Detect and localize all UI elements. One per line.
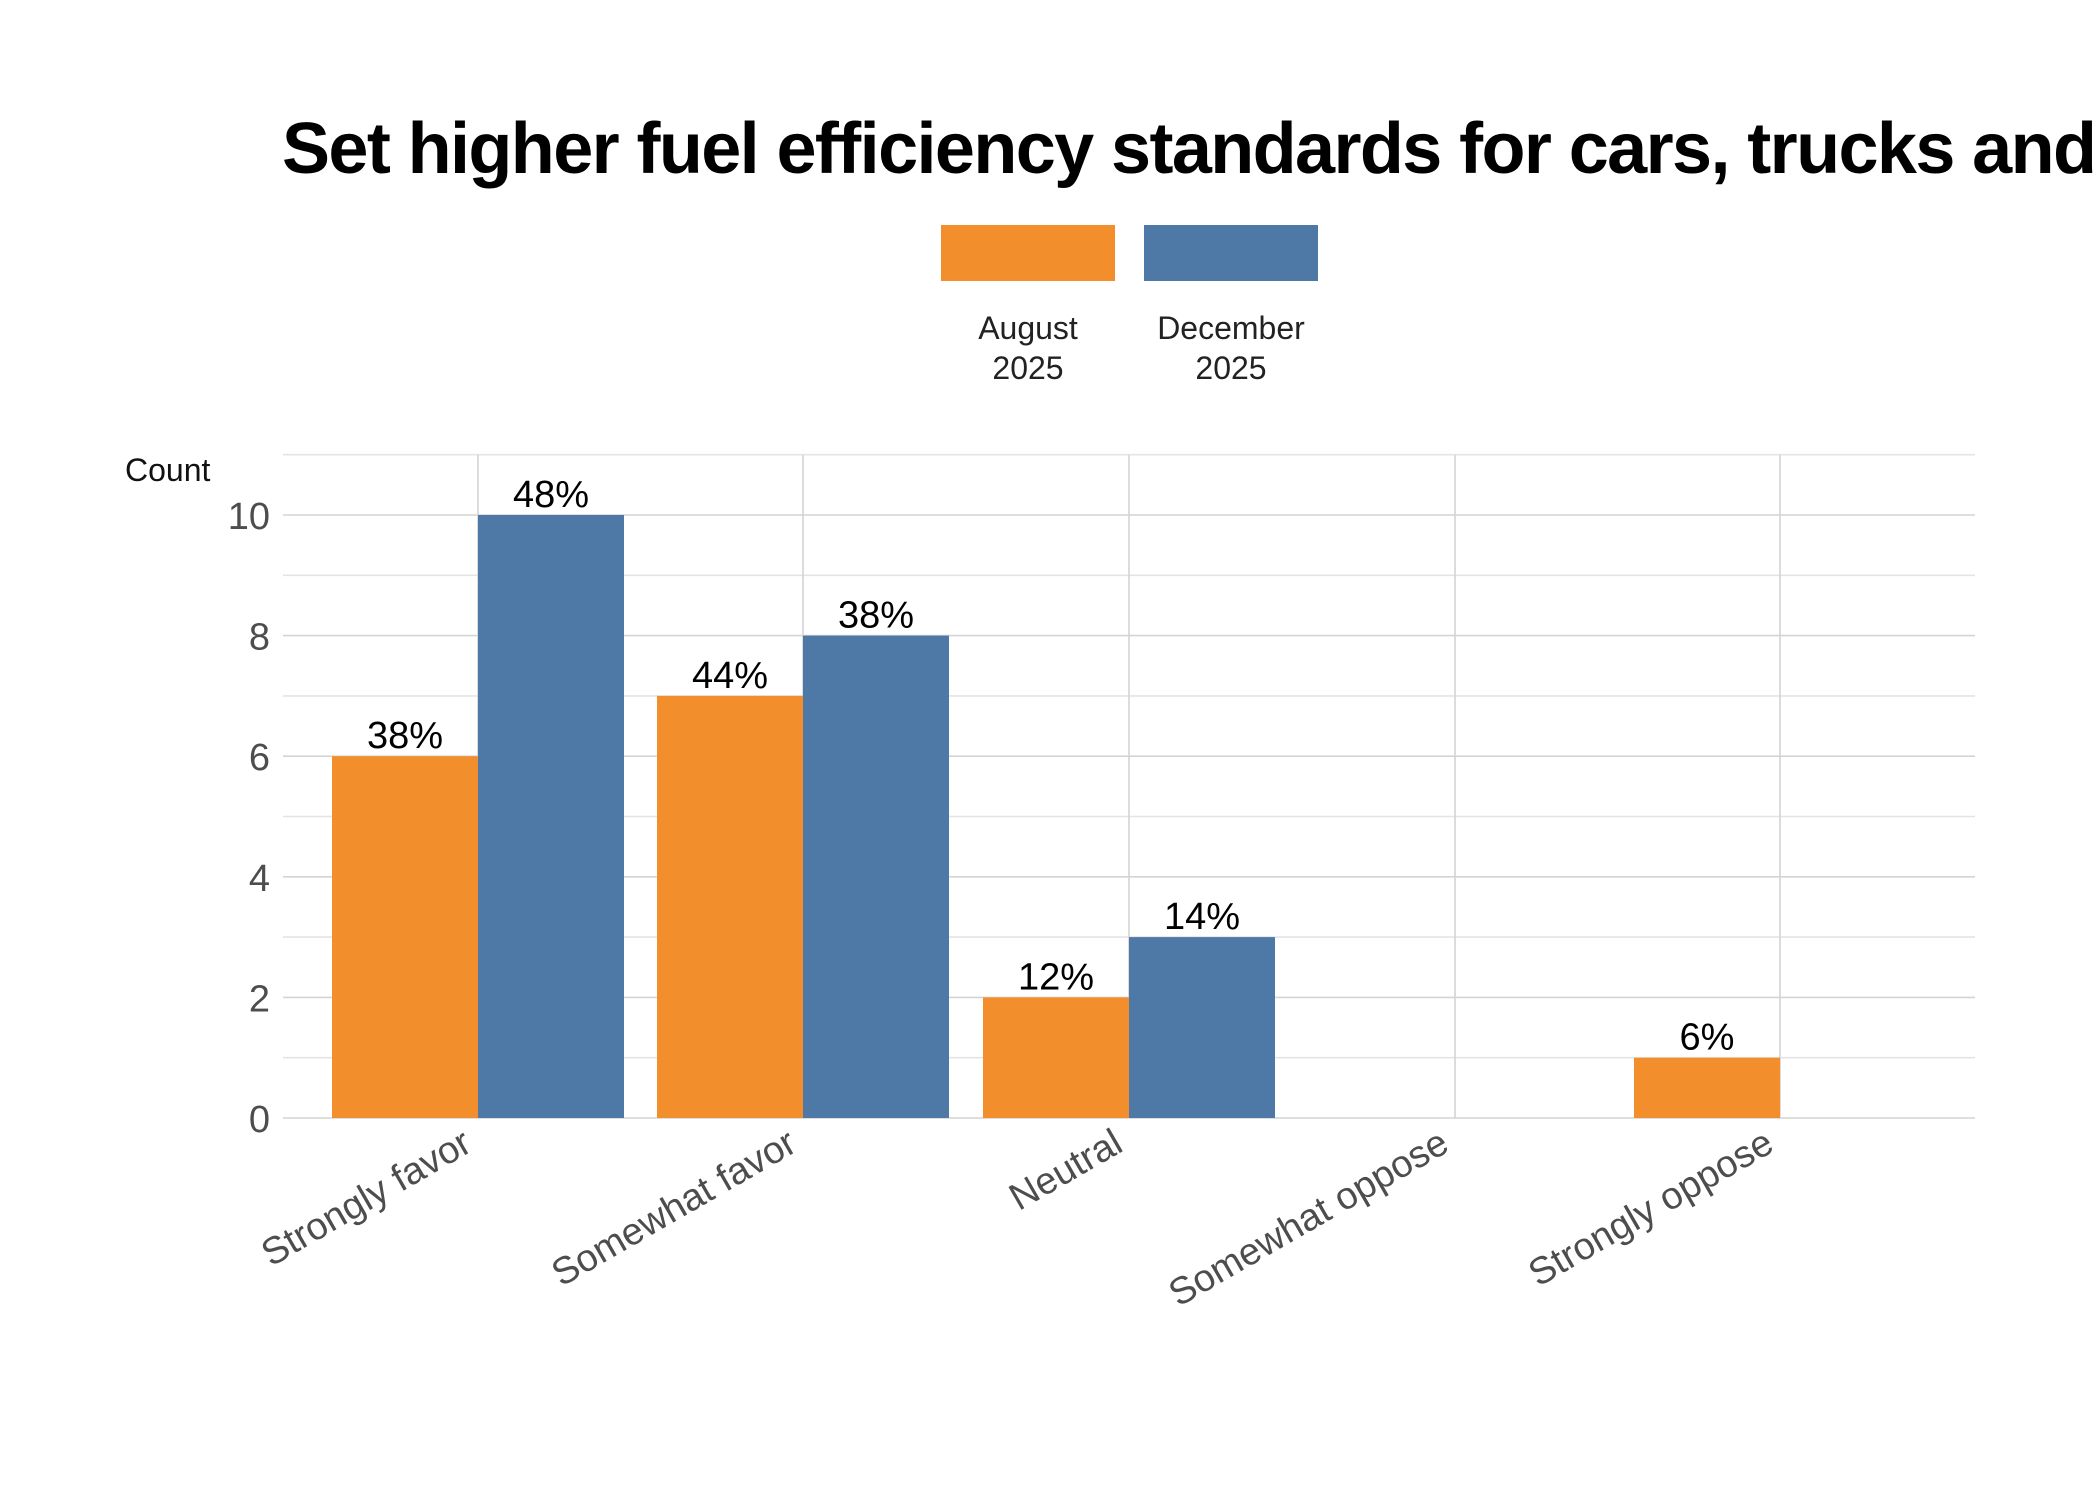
bar [1634,1057,1780,1118]
y-tick-label: 6 [249,737,270,779]
bar [803,635,949,1118]
x-tick-label: Somewhat oppose [1162,1121,1456,1315]
bar [657,695,803,1118]
bar [983,997,1129,1118]
y-tick-label: 4 [249,858,270,900]
data-label: 38% [838,595,914,637]
bar [332,756,478,1118]
y-tick-label: 8 [249,617,270,659]
bar [478,515,624,1118]
data-label: 6% [1680,1017,1735,1059]
y-tick-label: 10 [228,496,270,538]
x-tick-label: Somewhat favor [545,1121,804,1295]
data-label: 38% [367,715,443,757]
legend-swatch-august [941,225,1115,281]
data-labels: 38% 44% 12% 6% 48% 38% 14% [367,474,1734,1059]
y-tick-label: 2 [249,978,270,1020]
data-label: 12% [1018,956,1094,998]
data-label: 44% [692,655,768,697]
x-tick-label: Neutral [1002,1121,1129,1219]
legend-swatch-december [1144,225,1318,281]
legend-label-december: December 2025 [1157,310,1305,386]
bars [332,515,1780,1118]
chart-title: Set higher fuel efficiency standards for… [282,109,2100,189]
x-tick-label: Strongly favor [254,1121,478,1275]
x-tick-label: Strongly oppose [1522,1121,1781,1295]
y-axis-label: Count [125,452,211,488]
data-label: 14% [1164,896,1240,938]
y-tick-label: 0 [249,1099,270,1141]
legend-label-august: August 2025 [978,310,1078,386]
bar [1129,937,1275,1118]
data-label: 48% [513,474,589,516]
